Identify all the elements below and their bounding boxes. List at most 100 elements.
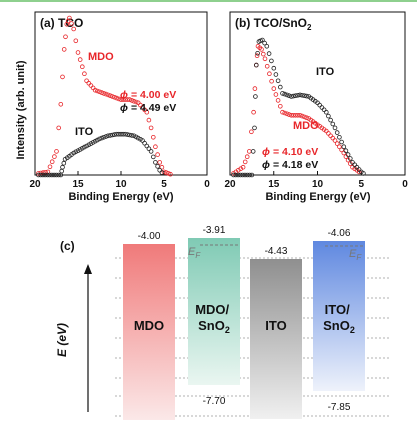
ito-data-point (266, 51, 272, 56)
mdo-data-point (330, 135, 336, 141)
mdo-data-point (299, 113, 305, 119)
ito-data-point (53, 172, 59, 178)
bar-ito-sno2-top-value: -4.06 (328, 228, 351, 239)
mdo-data-point (47, 164, 53, 170)
ito-data-point (260, 37, 265, 43)
ito-data-point (49, 172, 55, 178)
panel-a-ito-series (36, 131, 165, 178)
ito-data-point (75, 148, 81, 154)
bar-mdo-sno2-bottom-value: -7.70 (203, 396, 226, 407)
ito-data-point (271, 65, 277, 71)
mdo-data-point (148, 125, 154, 131)
ito-data-point (142, 140, 147, 146)
ito-data-point (51, 172, 57, 178)
ito-data-point (123, 131, 128, 137)
mdo-data-point (249, 129, 254, 135)
ito-data-point (291, 93, 296, 99)
mdo-data-point (297, 113, 303, 118)
ito-data-point (127, 132, 132, 138)
fermi-sub: F (356, 253, 362, 262)
ito-data-point (110, 132, 115, 138)
ito-data-point (84, 143, 89, 149)
ito-data-point (262, 40, 267, 46)
phi-symbol: ϕ (262, 159, 270, 171)
mdo-data-point (61, 47, 67, 52)
phi-symbol: ϕ (262, 146, 270, 158)
ito-data-point (328, 117, 333, 123)
mdo-data-point (144, 109, 150, 115)
y-axis-label: Intensity (arb. unit) (15, 60, 27, 159)
ito-data-point (347, 156, 353, 161)
ito-data-point (105, 133, 111, 139)
mdo-data-point (252, 86, 258, 91)
mdo-data-point (118, 97, 124, 102)
ito-data-point (245, 172, 250, 178)
mdo-data-point (337, 144, 342, 150)
ito-data-point (155, 164, 160, 169)
mdo-data-point (101, 91, 107, 96)
panel-b-ticks (229, 171, 406, 175)
mdo-data-point (282, 110, 288, 116)
x-tick-label: 5 (161, 179, 167, 190)
panel-b-xlabel: Binding Energy (eV) (265, 191, 370, 203)
bar-mdo-sno2-label-sub: 2 (225, 325, 230, 335)
x-tick-label: 0 (204, 179, 210, 190)
panel-a-phi-ito-value: = 4.49 eV (131, 102, 176, 114)
mdo-data-point (71, 26, 76, 32)
ito-data-point (304, 93, 309, 99)
panel-b-phi-ito: ϕ = 4.18 eV (262, 159, 318, 171)
mdo-data-point (95, 88, 100, 94)
panel-c-title: (c) (60, 239, 75, 253)
mdo-data-point (328, 133, 333, 139)
ito-data-point (317, 102, 323, 108)
mdo-data-point (284, 111, 290, 117)
mdo-data-point (291, 113, 296, 118)
panel-a-mdo-label: MDO (88, 51, 114, 63)
mdo-data-point (286, 112, 292, 117)
ito-data-point (242, 172, 248, 178)
mdo-data-point (75, 50, 81, 55)
ito-data-point (332, 125, 338, 131)
bar-ito (250, 259, 302, 419)
mdo-data-point (80, 64, 85, 69)
mdo-data-point (161, 169, 167, 175)
ito-data-point (295, 93, 301, 98)
x-tick-label: 0 (402, 179, 408, 190)
mdo-data-point (69, 21, 74, 26)
fermi-sub: F (195, 251, 201, 260)
ito-data-point (120, 131, 126, 137)
ito-data-point (99, 135, 104, 141)
ito-data-point (151, 154, 156, 160)
ito-data-point (97, 136, 102, 142)
panel-a-xlabel: Binding Energy (eV) (68, 191, 173, 203)
bar-ito-sno2-label-line2: SnO2 (323, 318, 355, 335)
mdo-data-point (52, 154, 57, 159)
ito-data-point (88, 141, 94, 146)
x-tick-label: 15 (268, 179, 280, 190)
mdo-data-point (339, 147, 344, 153)
ito-data-point (341, 144, 347, 150)
ito-data-point (326, 113, 331, 119)
ito-data-point (321, 107, 327, 113)
ito-data-point (288, 94, 294, 99)
ito-data-point (59, 168, 64, 174)
ito-data-point (297, 92, 303, 98)
bar-mdo-sno2-label: MDO/ SnO2 (195, 302, 233, 335)
mdo-data-point (288, 113, 294, 118)
ito-data-point (146, 146, 152, 152)
ito-data-point (334, 130, 340, 135)
mdo-data-point (84, 78, 89, 84)
ito-data-point (361, 171, 366, 176)
ito-data-point (247, 172, 252, 178)
mdo-data-point (280, 109, 285, 115)
mdo-data-point (129, 98, 135, 103)
mdo-data-point (242, 159, 248, 165)
mdo-data-point (92, 87, 98, 93)
mdo-data-point (67, 15, 72, 21)
ito-data-point (45, 172, 50, 178)
panel-b-title-main: (b) TCO/SnO (235, 16, 307, 30)
panel-b-title: (b) TCO/SnO2 (235, 16, 312, 32)
panel-a: (a) TCO 20 15 10 5 0 Binding Energy (eV) MDO… (29, 11, 210, 203)
ito-data-point (337, 135, 342, 140)
ito-data-point (73, 149, 79, 155)
